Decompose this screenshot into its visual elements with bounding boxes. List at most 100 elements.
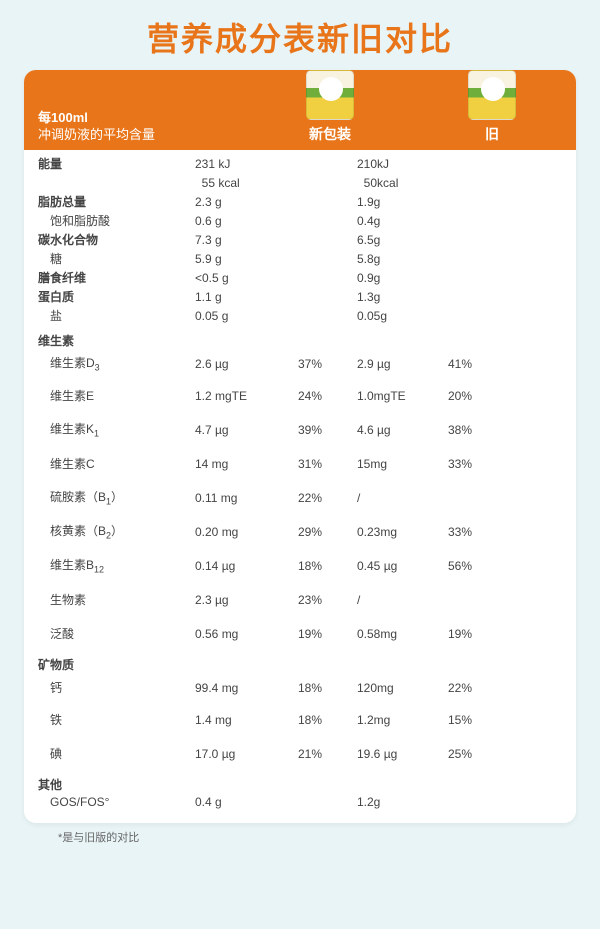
header-col-new: 新包装 [238, 70, 422, 144]
row-label: 蛋白质 [38, 289, 193, 305]
value-old: 0.23mg [353, 524, 448, 540]
value-old: 1.2mg [353, 712, 448, 728]
value-old: 120mg [353, 680, 448, 696]
row-label: 钙 [38, 680, 193, 696]
table-row: 能量231 kJ210kJ [38, 156, 562, 175]
row-label: 维生素E [38, 388, 193, 404]
value-new: 0.11 mg [193, 490, 298, 506]
table-row: 脂肪总量2.3 g 1.9g [38, 194, 562, 213]
table-row: 维生素E1.2 mgTE24%1.0mgTE20% [38, 379, 562, 413]
row-label: 核黄素（B2） [38, 523, 193, 542]
pct-new: 31% [298, 456, 353, 472]
row-label: 饱和脂肪酸 [38, 213, 193, 229]
value-old: 2.9 µg [353, 356, 448, 372]
row-label: 碳水化合物 [38, 232, 193, 248]
header-line1: 每100ml [38, 109, 238, 127]
value-old: 1.0mgTE [353, 388, 448, 404]
row-label: 膳食纤维 [38, 270, 193, 286]
table-row: 碘17.0 µg21%19.6 µg25% [38, 737, 562, 771]
value-new: 0.6 g [193, 213, 298, 229]
pct-old: 15% [448, 712, 562, 728]
value-new: 55 kcal [193, 175, 298, 191]
table-header: 每100ml 冲调奶液的平均含量 新包装 旧 [24, 70, 576, 150]
value-new: 5.9 g [193, 251, 298, 267]
row-label: 维生素D3 [38, 355, 193, 374]
row-label: 硫胺素（B1） [38, 489, 193, 508]
table-row: 糖5.9 g5.8g [38, 251, 562, 270]
value-new: 231 kJ [193, 156, 298, 172]
table-row: 饱和脂肪酸0.6 g 0.4g [38, 213, 562, 232]
row-label: 脂肪总量 [38, 194, 193, 210]
row-label: 维生素K1 [38, 421, 193, 440]
row-label: 生物素 [38, 592, 193, 608]
table-row: 蛋白质1.1 g 1.3g [38, 289, 562, 308]
row-label: 维生素B12 [38, 557, 193, 576]
row-label: 铁 [38, 712, 193, 728]
row-label: 碘 [38, 746, 193, 762]
comparison-card: 每100ml 冲调奶液的平均含量 新包装 旧 能量231 kJ210kJ 55 … [24, 70, 576, 823]
table-row: 核黄素（B2）0.20 mg29%0.23mg33% [38, 515, 562, 549]
value-old: / [353, 592, 448, 608]
pct-new: 22% [298, 490, 353, 506]
value-old: 0.9g [353, 270, 448, 286]
value-new: 2.3 g [193, 194, 298, 210]
table-row: 维生素K14.7 µg39%4.6 µg38% [38, 413, 562, 447]
pct-new: 29% [298, 524, 353, 540]
pct-old: 25% [448, 746, 562, 762]
table-row: 硫胺素（B1）0.11 mg22%/ [38, 481, 562, 515]
value-old: 5.8g [353, 251, 448, 267]
value-new: 14 mg [193, 456, 298, 472]
section-header: 其他 [38, 771, 562, 793]
value-old: 1.3g [353, 289, 448, 305]
pct-new: 18% [298, 680, 353, 696]
header-description: 每100ml 冲调奶液的平均含量 [38, 109, 238, 144]
value-new: 2.3 µg [193, 592, 298, 608]
value-new: 0.20 mg [193, 524, 298, 540]
product-new-icon [306, 70, 354, 120]
value-old: 1.9g [353, 194, 448, 210]
value-new: 1.4 mg [193, 712, 298, 728]
row-label: 维生素C [38, 456, 193, 472]
value-old: / [353, 490, 448, 506]
value-new: 0.05 g [193, 308, 298, 324]
header-line2: 冲调奶液的平均含量 [38, 126, 238, 144]
value-old: 1.2g [353, 794, 448, 810]
section-label: 其他 [38, 771, 193, 793]
section-header: 矿物质 [38, 651, 562, 673]
row-label: 泛酸 [38, 626, 193, 642]
table-row: 泛酸0.56 mg19%0.58mg19% [38, 617, 562, 651]
value-new: 17.0 µg [193, 746, 298, 762]
pct-new: 23% [298, 592, 353, 608]
header-col-old: 旧 [422, 70, 562, 144]
pct-new: 18% [298, 558, 353, 574]
pct-old: 33% [448, 524, 562, 540]
pct-old: 33% [448, 456, 562, 472]
value-old: 19.6 µg [353, 746, 448, 762]
pct-new: 18% [298, 712, 353, 728]
pct-new: 19% [298, 626, 353, 642]
pct-new: 21% [298, 746, 353, 762]
row-label: 盐 [38, 308, 193, 324]
table-row: 碳水化合物7.3 g 6.5g [38, 232, 562, 251]
value-new: 1.1 g [193, 289, 298, 305]
value-old: 0.4g [353, 213, 448, 229]
table-row: GOS/FOS°0.4 g1.2g [38, 794, 562, 813]
pct-new: 39% [298, 422, 353, 438]
table-row: 维生素D32.6 µg37%2.9 µg41% [38, 349, 562, 379]
row-label: GOS/FOS° [38, 794, 193, 810]
value-new: 2.6 µg [193, 356, 298, 372]
table-row: 生物素2.3 µg23%/ [38, 583, 562, 617]
value-old: 0.05g [353, 308, 448, 324]
table-row: 钙99.4 mg18%120mg22% [38, 673, 562, 703]
value-old: 4.6 µg [353, 422, 448, 438]
pct-old: 22% [448, 680, 562, 696]
value-new: 0.56 mg [193, 626, 298, 642]
section-label: 维生素 [38, 327, 193, 349]
pct-new: 37% [298, 356, 353, 372]
table-row: 55 kcal 50kcal [38, 175, 562, 194]
row-label: 能量 [38, 156, 193, 172]
pct-old: 56% [448, 558, 562, 574]
value-old: 6.5g [353, 232, 448, 248]
pct-old: 38% [448, 422, 562, 438]
value-new: 7.3 g [193, 232, 298, 248]
